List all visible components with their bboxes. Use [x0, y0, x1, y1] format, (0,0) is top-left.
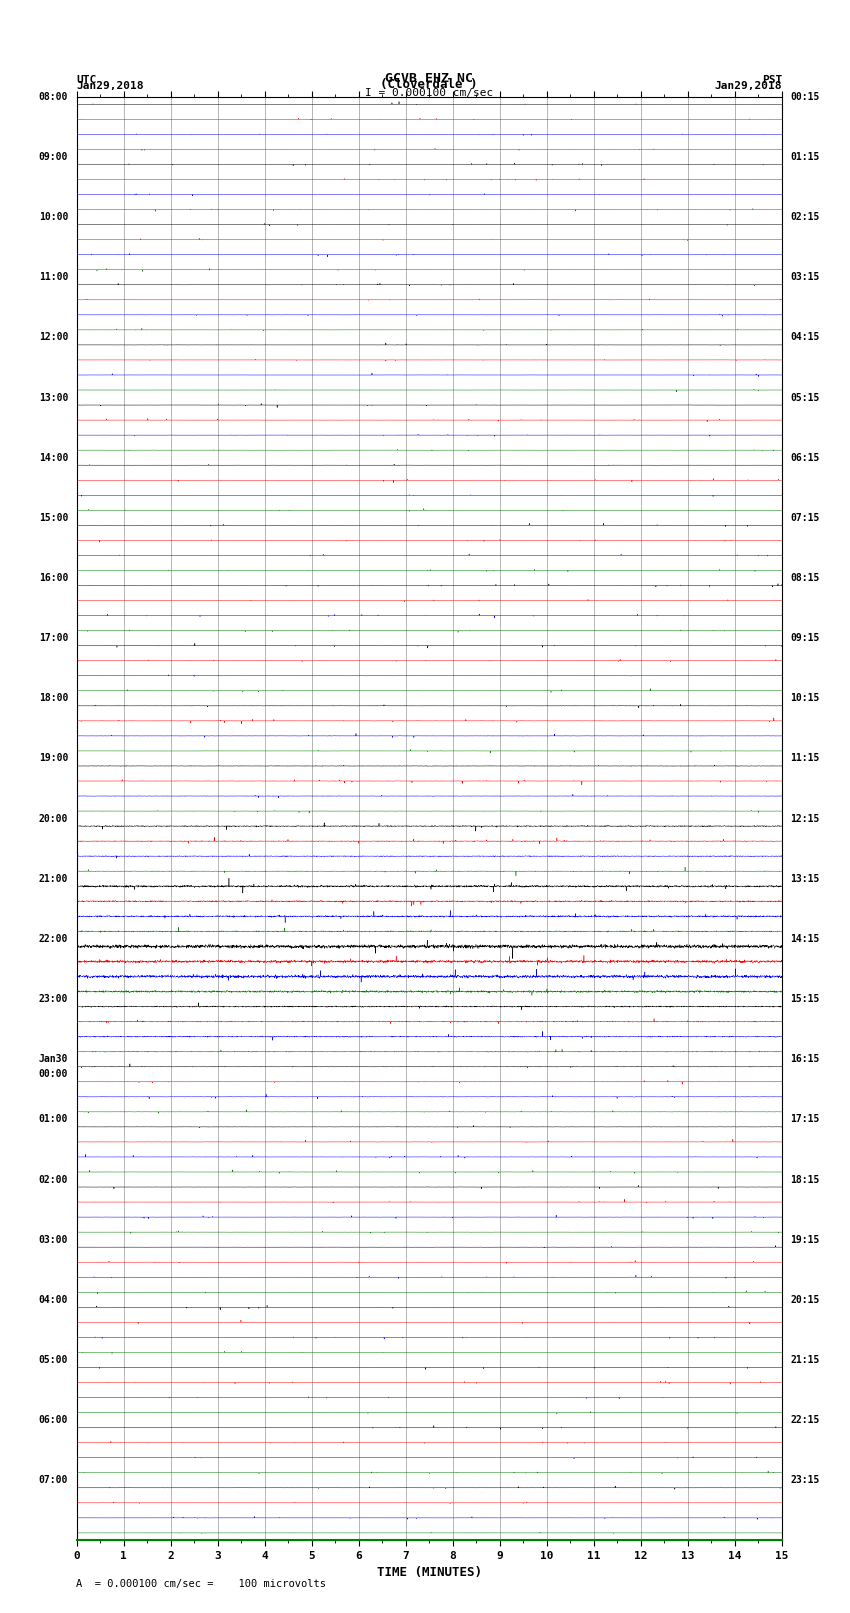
Text: 11:15: 11:15: [790, 753, 820, 763]
Text: 05:15: 05:15: [790, 392, 820, 403]
Text: 14:15: 14:15: [790, 934, 820, 944]
Text: 22:15: 22:15: [790, 1415, 820, 1426]
Text: I = 0.000100 cm/sec: I = 0.000100 cm/sec: [366, 87, 493, 97]
Text: 21:00: 21:00: [38, 874, 68, 884]
Text: (Cloverdale ): (Cloverdale ): [381, 77, 478, 90]
Text: GCVB EHZ NC: GCVB EHZ NC: [385, 71, 473, 84]
Text: 06:15: 06:15: [790, 453, 820, 463]
Text: 04:15: 04:15: [790, 332, 820, 342]
Text: 10:15: 10:15: [790, 694, 820, 703]
Text: 15:00: 15:00: [38, 513, 68, 523]
Text: 07:00: 07:00: [38, 1476, 68, 1486]
Text: 00:15: 00:15: [790, 92, 820, 102]
Text: 14:00: 14:00: [38, 453, 68, 463]
Text: 08:00: 08:00: [38, 92, 68, 102]
Text: 00:00: 00:00: [38, 1069, 68, 1079]
Text: 19:15: 19:15: [790, 1234, 820, 1245]
Text: 23:00: 23:00: [38, 994, 68, 1003]
Text: 21:15: 21:15: [790, 1355, 820, 1365]
Text: 05:00: 05:00: [38, 1355, 68, 1365]
Text: 18:15: 18:15: [790, 1174, 820, 1184]
Text: 15:15: 15:15: [790, 994, 820, 1003]
Text: 02:15: 02:15: [790, 211, 820, 223]
Text: 19:00: 19:00: [38, 753, 68, 763]
X-axis label: TIME (MINUTES): TIME (MINUTES): [377, 1566, 482, 1579]
Text: 13:00: 13:00: [38, 392, 68, 403]
Text: 09:00: 09:00: [38, 152, 68, 161]
Text: 09:15: 09:15: [790, 634, 820, 644]
Text: Jan29,2018: Jan29,2018: [715, 81, 782, 90]
Text: 12:00: 12:00: [38, 332, 68, 342]
Text: 16:00: 16:00: [38, 573, 68, 582]
Text: 23:15: 23:15: [790, 1476, 820, 1486]
Text: 17:00: 17:00: [38, 634, 68, 644]
Text: 04:00: 04:00: [38, 1295, 68, 1305]
Text: 03:15: 03:15: [790, 273, 820, 282]
Text: 16:15: 16:15: [790, 1055, 820, 1065]
Text: PST: PST: [762, 74, 782, 84]
Text: Jan29,2018: Jan29,2018: [76, 81, 144, 90]
Text: UTC: UTC: [76, 74, 97, 84]
Text: Jan30: Jan30: [38, 1055, 68, 1065]
Text: 17:15: 17:15: [790, 1115, 820, 1124]
Text: 03:00: 03:00: [38, 1234, 68, 1245]
Text: 22:00: 22:00: [38, 934, 68, 944]
Text: 12:15: 12:15: [790, 813, 820, 824]
Text: 20:15: 20:15: [790, 1295, 820, 1305]
Text: 06:00: 06:00: [38, 1415, 68, 1426]
Text: 01:15: 01:15: [790, 152, 820, 161]
Text: 10:00: 10:00: [38, 211, 68, 223]
Text: 01:00: 01:00: [38, 1115, 68, 1124]
Text: 08:15: 08:15: [790, 573, 820, 582]
Text: 11:00: 11:00: [38, 273, 68, 282]
Text: 02:00: 02:00: [38, 1174, 68, 1184]
Text: 07:15: 07:15: [790, 513, 820, 523]
Text: 13:15: 13:15: [790, 874, 820, 884]
Text: A  = 0.000100 cm/sec =    100 microvolts: A = 0.000100 cm/sec = 100 microvolts: [76, 1579, 326, 1589]
Text: 18:00: 18:00: [38, 694, 68, 703]
Text: 20:00: 20:00: [38, 813, 68, 824]
